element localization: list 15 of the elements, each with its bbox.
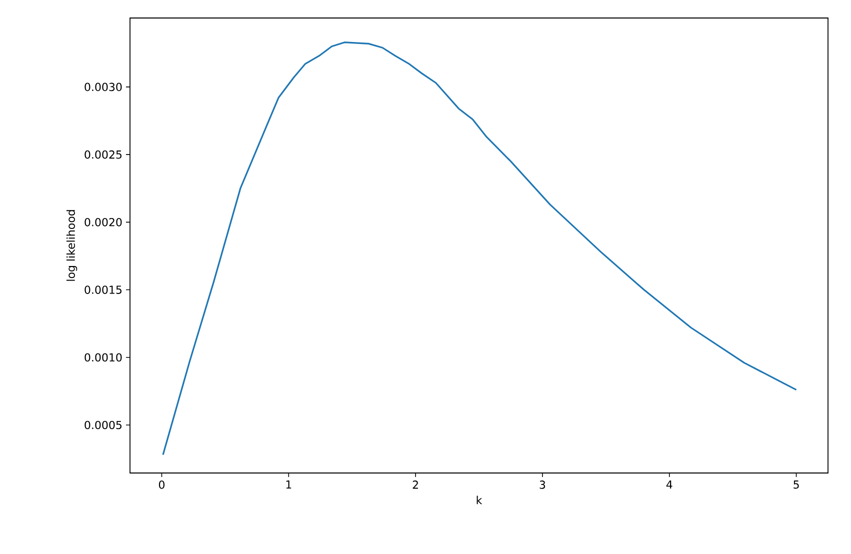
y-tick-label: 0.0005: [84, 420, 122, 430]
x-axis-title: k: [476, 496, 482, 504]
x-tick-label: 3: [540, 480, 546, 489]
x-tick-label: 2: [412, 480, 418, 489]
y-tick-label: 0.0030: [84, 82, 122, 92]
y-tick-label: 0.0015: [84, 286, 122, 294]
line-series: [162, 42, 798, 456]
x-tick-label: 5: [794, 480, 799, 489]
y-tick-label: 0.0020: [84, 218, 122, 226]
x-tick-label: 4: [666, 480, 672, 489]
y-tick-label: 0.0010: [84, 353, 122, 362]
y-tick-label: 0.0025: [84, 150, 122, 159]
x-tick-label: 0: [158, 480, 164, 489]
y-axis-title: log likelihood: [66, 210, 78, 281]
x-tick-label: 1: [286, 480, 292, 489]
